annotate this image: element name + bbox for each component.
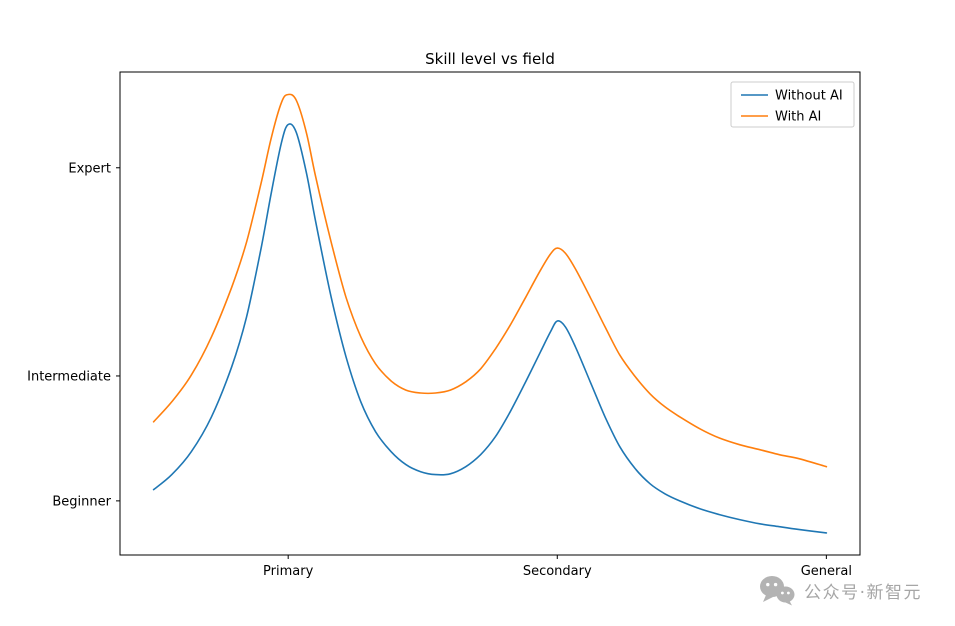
y-tick-label: Intermediate [27, 369, 111, 384]
series-line-with-ai [152, 93, 828, 468]
x-tick-label: Primary [263, 564, 314, 579]
x-tick-label: Secondary [523, 564, 592, 579]
y-tick-label: Beginner [52, 494, 111, 509]
series-line-without-ai [152, 123, 828, 534]
legend: Without AI With AI [730, 81, 855, 128]
wechat-icon [759, 575, 795, 606]
watermark: 公众号·新智元 [759, 575, 922, 606]
legend-label-without-ai: Without AI [775, 89, 843, 104]
y-tick-label: Expert [68, 161, 111, 176]
watermark-text: 公众号·新智元 [804, 583, 922, 603]
chart-title: Skill level vs field [425, 50, 555, 68]
legend-label-with-ai: With AI [775, 110, 821, 125]
plot-frame [119, 71, 861, 556]
x-tick-label: General [801, 564, 852, 579]
